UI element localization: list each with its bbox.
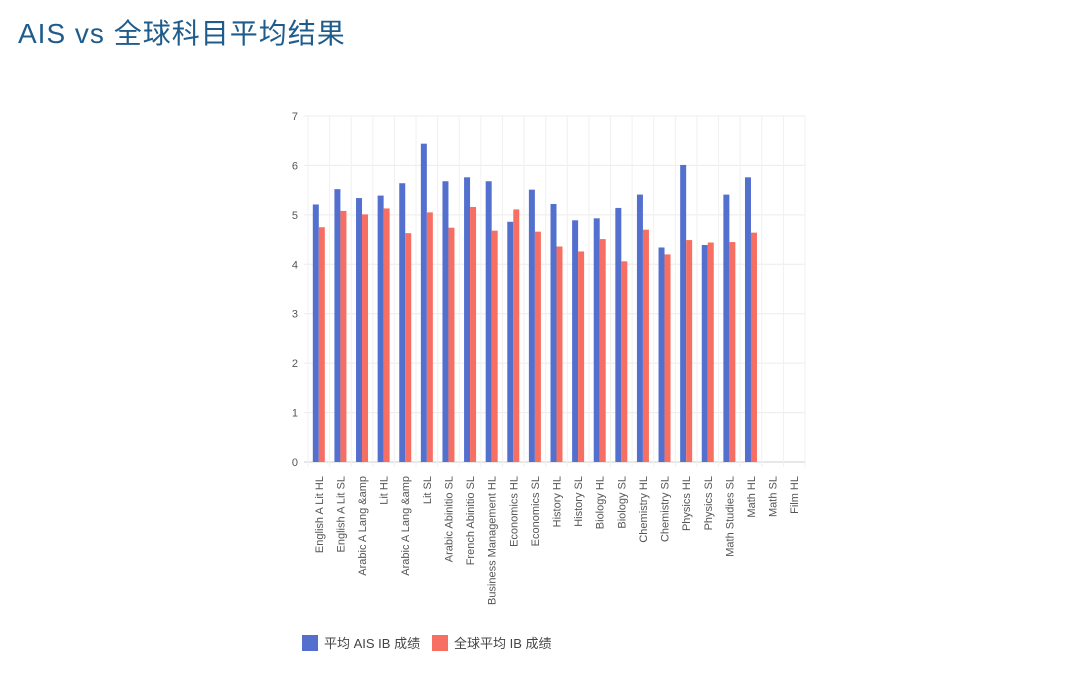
bar-ais xyxy=(334,189,341,462)
bar-global xyxy=(578,251,585,462)
x-tick-label: Math Studies SL xyxy=(724,476,736,557)
x-tick-label: Economics SL xyxy=(530,476,542,546)
y-tick-label: 4 xyxy=(292,259,298,271)
bar-global xyxy=(707,242,714,462)
bar-ais xyxy=(701,245,708,462)
x-tick-label: French Abinitio SL xyxy=(465,476,477,565)
x-tick-label: Film HL xyxy=(789,476,801,514)
bar-global xyxy=(405,233,412,462)
bar-ais xyxy=(528,189,535,463)
x-tick-label: Arabic A Lang &amp xyxy=(357,476,369,576)
x-tick-label: Chemistry HL xyxy=(638,476,650,543)
bar-ais xyxy=(680,164,687,463)
x-tick-label: Arabic A Lang &amp xyxy=(400,476,412,576)
bar-ais xyxy=(615,207,622,462)
bar-ais xyxy=(420,143,427,462)
bar-ais xyxy=(744,177,751,462)
bar-global xyxy=(729,242,736,462)
x-tick-label: Physics HL xyxy=(681,476,693,531)
bar-ais xyxy=(636,194,643,462)
bar-ais xyxy=(572,220,579,462)
bar-ais xyxy=(399,183,406,463)
legend-label: 全球平均 IB 成绩 xyxy=(454,636,552,651)
bar-global xyxy=(513,209,520,462)
x-tick-label: Biology HL xyxy=(595,476,607,529)
bar-ais xyxy=(550,203,557,463)
y-tick-label: 7 xyxy=(292,111,298,123)
x-tick-label: Chemistry SL xyxy=(660,476,672,542)
bar-ais xyxy=(356,198,363,462)
bar-ais xyxy=(485,181,492,462)
bar-ais xyxy=(507,221,514,462)
x-tick-label: Physics SL xyxy=(703,476,715,530)
bar-ais xyxy=(658,247,665,462)
x-tick-label: English A Lit SL xyxy=(335,476,347,552)
bar-global xyxy=(318,227,325,462)
bar-global xyxy=(642,229,649,462)
bar-global xyxy=(750,232,757,462)
legend-swatch xyxy=(432,635,448,651)
x-tick-label: History HL xyxy=(552,476,564,527)
bar-ais xyxy=(442,181,449,462)
x-tick-label: Biology SL xyxy=(616,476,628,529)
bar-ais xyxy=(593,218,600,462)
bar-global xyxy=(686,240,693,462)
bar-global xyxy=(426,212,433,462)
bar-ais xyxy=(312,204,319,462)
legend-label: 平均 AIS IB 成绩 xyxy=(324,636,420,651)
y-tick-label: 5 xyxy=(292,210,298,222)
bar-ais xyxy=(723,194,730,462)
x-tick-label: History SL xyxy=(573,476,585,527)
x-tick-label: Lit SL xyxy=(422,476,434,504)
y-tick-label: 3 xyxy=(292,309,298,321)
bar-ais xyxy=(464,177,471,462)
bar-global xyxy=(599,239,606,462)
x-tick-label: English A Lit HL xyxy=(314,476,326,553)
bar-global xyxy=(340,210,347,462)
bar-global xyxy=(491,230,498,462)
y-tick-label: 0 xyxy=(292,457,298,469)
legend-swatch xyxy=(302,635,318,651)
bar-global xyxy=(470,206,477,462)
bar-global xyxy=(534,231,541,462)
bar-global xyxy=(621,261,628,462)
x-tick-label: Lit HL xyxy=(379,476,391,505)
x-tick-label: Business Management HL xyxy=(487,476,499,605)
y-tick-label: 6 xyxy=(292,160,298,172)
x-tick-label: Economics HL xyxy=(508,476,520,547)
bar-global xyxy=(362,214,369,462)
y-tick-label: 2 xyxy=(292,358,298,370)
x-tick-label: Math SL xyxy=(768,476,780,517)
bar-global xyxy=(448,227,455,462)
bar-global xyxy=(383,208,390,462)
x-tick-label: Math HL xyxy=(746,476,758,518)
x-tick-label: Arabic Abinitio SL xyxy=(443,476,455,562)
page-title: AIS vs 全球科目平均结果 xyxy=(18,18,346,49)
bar-global xyxy=(556,246,563,462)
y-tick-label: 1 xyxy=(292,408,298,420)
bar-global xyxy=(664,254,671,462)
bar-ais xyxy=(377,195,384,462)
